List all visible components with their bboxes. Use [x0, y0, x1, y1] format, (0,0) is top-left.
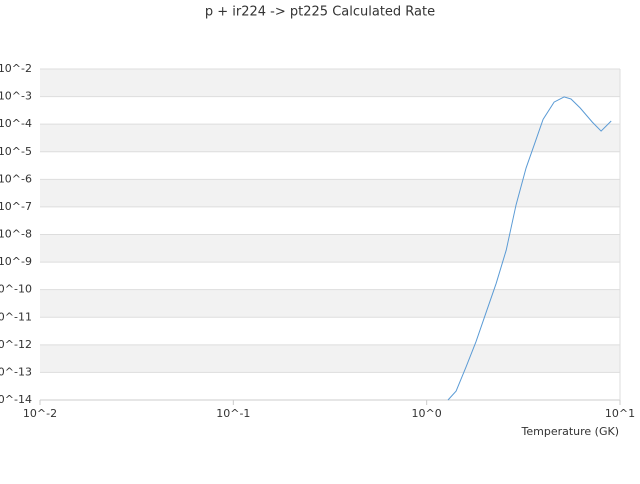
x-tick-label: 10^1: [605, 407, 635, 420]
y-tick-label: 10^-7: [0, 200, 32, 213]
grid-band: [40, 289, 620, 318]
y-tick-label: 10^-2: [0, 62, 32, 75]
y-tick-label: 10^-3: [0, 90, 32, 103]
y-tick-label: 10^-11: [0, 310, 32, 323]
grid-band: [40, 69, 620, 97]
y-tick-label: 10^-4: [0, 117, 32, 130]
y-tick-label: 10^-12: [0, 338, 32, 351]
grid-band: [40, 234, 620, 263]
y-tick-label: 10^-5: [0, 145, 32, 158]
y-tick-label: 10^-6: [0, 172, 32, 185]
x-axis-label: Temperature (GK): [521, 425, 620, 438]
y-tick-label: 10^-9: [0, 255, 32, 268]
grid-band: [40, 124, 620, 152]
chart-title: p + ir224 -> pt225 Calculated Rate: [205, 5, 435, 20]
y-tick-label: 10^-10: [0, 283, 32, 296]
y-tick-label: 10^-13: [0, 365, 32, 378]
x-tick-label: 10^0: [412, 407, 442, 420]
x-tick-label: 10^-1: [216, 407, 250, 420]
grid-band: [40, 179, 620, 207]
data-line: [447, 96, 612, 401]
y-tick-label: 10^-14: [0, 393, 32, 406]
y-tick-label: 10^-8: [0, 228, 32, 241]
x-tick-label: 10^-2: [23, 407, 57, 420]
grid-band: [40, 344, 620, 373]
